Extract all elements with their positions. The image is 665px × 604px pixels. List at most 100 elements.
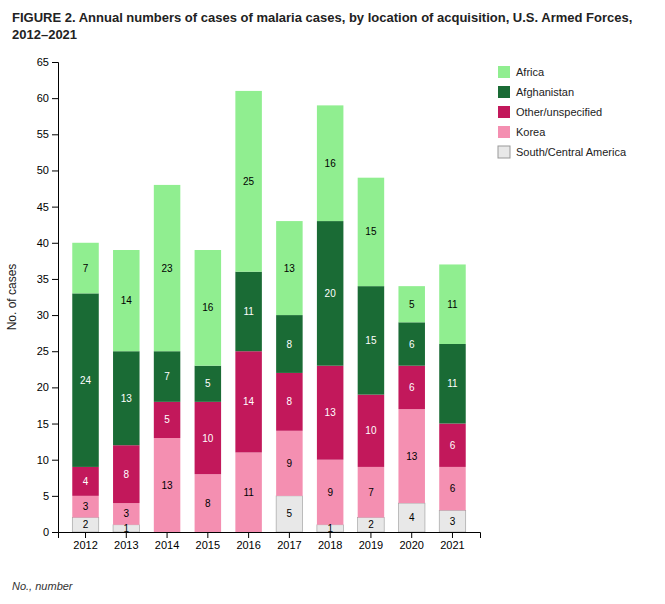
x-tick-label: 2021 [440, 539, 464, 551]
data-label: 8 [287, 396, 293, 407]
series [72, 351, 465, 503]
bar-segment [195, 402, 222, 474]
bar-segment [72, 243, 99, 294]
bar-segment [439, 467, 466, 510]
legend-swatch [498, 106, 510, 118]
data-label: 9 [327, 487, 333, 498]
bar-segment [72, 518, 99, 532]
series [72, 221, 465, 467]
bar-segment [276, 496, 303, 532]
y-tick: 20 [37, 381, 58, 393]
x-tick-label: 2019 [359, 539, 383, 551]
y-tick-mark [52, 424, 58, 425]
bar-segment [358, 518, 385, 532]
data-label: 6 [450, 440, 456, 451]
data-label: 13 [325, 407, 337, 418]
bar-segment [72, 467, 99, 496]
legend-swatch [498, 126, 510, 138]
y-tick: 30 [37, 309, 58, 321]
x-tick-mark [126, 532, 127, 538]
x-tick: 2015 [196, 532, 220, 551]
legend-item: South/Central America [498, 146, 627, 158]
y-tick-label: 30 [37, 309, 49, 321]
data-label: 6 [409, 382, 415, 393]
data-label: 23 [162, 263, 174, 274]
x-tick-label: 2016 [236, 539, 260, 551]
x-tick-mark [167, 532, 168, 538]
y-tick-mark [52, 62, 58, 63]
data-label: 25 [243, 176, 255, 187]
x-tick-mark [370, 532, 371, 538]
bar-segment [235, 272, 262, 352]
y-tick: 25 [37, 345, 58, 357]
x-tick: 2020 [399, 532, 423, 551]
bar-segment [276, 373, 303, 431]
bar-segment [235, 351, 262, 452]
data-label: 7 [164, 371, 170, 382]
data-label: 24 [80, 375, 92, 386]
y-tick: 5 [43, 490, 58, 502]
y-tick: 45 [37, 201, 58, 213]
legend-swatch [498, 86, 510, 98]
y-tick-mark [52, 387, 58, 388]
x-tick-label: 2015 [196, 539, 220, 551]
bar-segment [72, 293, 99, 467]
axis-line [52, 63, 59, 533]
x-tick-label: 2020 [399, 539, 423, 551]
x-tick: 2014 [155, 532, 179, 551]
y-tick-mark [52, 460, 58, 461]
bar-segment [398, 503, 425, 532]
x-tick-mark [248, 532, 249, 538]
bar-segment [358, 467, 385, 518]
bar-segment [195, 250, 222, 366]
y-tick: 40 [37, 237, 58, 249]
y-tick-label: 40 [37, 237, 49, 249]
plot: 2151243331381199713648510148131066241375… [5, 56, 481, 551]
y-tick-label: 20 [37, 381, 49, 393]
bar-segment [235, 91, 262, 272]
bar-segment [398, 409, 425, 503]
x-axis: 2012201320142015201620172018201920202021 [59, 532, 481, 551]
data-label: 3 [124, 508, 130, 519]
bar-segment [154, 185, 181, 351]
bar-segment [317, 366, 344, 460]
bar-segment [113, 445, 140, 503]
y-tick-label: 60 [37, 92, 49, 104]
data-label: 5 [409, 299, 415, 310]
data-label: 9 [287, 458, 293, 469]
bar-segment [235, 452, 262, 532]
y-tick-label: 65 [37, 56, 49, 68]
bar-segment [398, 322, 425, 365]
x-tick-mark [411, 532, 412, 538]
data-label: 4 [83, 476, 89, 487]
bar-segment [358, 178, 385, 286]
y-tick-mark [52, 170, 58, 171]
bar-segment [439, 344, 466, 424]
legend-label: Afghanistan [516, 86, 574, 98]
data-label: 11 [447, 378, 458, 389]
data-label: 5 [287, 508, 293, 519]
y-tick-label: 50 [37, 164, 49, 176]
axis-line [59, 533, 481, 539]
bar-segment [154, 351, 181, 402]
x-tick: 2021 [440, 532, 464, 551]
data-label: 14 [121, 295, 133, 306]
data-label: 16 [325, 158, 337, 169]
data-label: 8 [205, 498, 211, 509]
data-label: 3 [83, 501, 89, 512]
y-tick: 65 [37, 56, 58, 68]
series [72, 91, 465, 366]
y-tick-label: 15 [37, 418, 49, 430]
bar-segment [195, 366, 222, 402]
bar-segment [439, 264, 466, 344]
x-tick: 2012 [73, 532, 97, 551]
data-label: 20 [325, 288, 337, 299]
y-tick: 10 [37, 454, 58, 466]
data-label: 10 [365, 425, 377, 436]
data-label: 8 [287, 339, 293, 350]
y-tick-mark [52, 279, 58, 280]
x-tick: 2017 [277, 532, 301, 551]
y-tick-label: 25 [37, 345, 49, 357]
data-label: 4 [409, 512, 415, 523]
data-label: 5 [164, 414, 170, 425]
